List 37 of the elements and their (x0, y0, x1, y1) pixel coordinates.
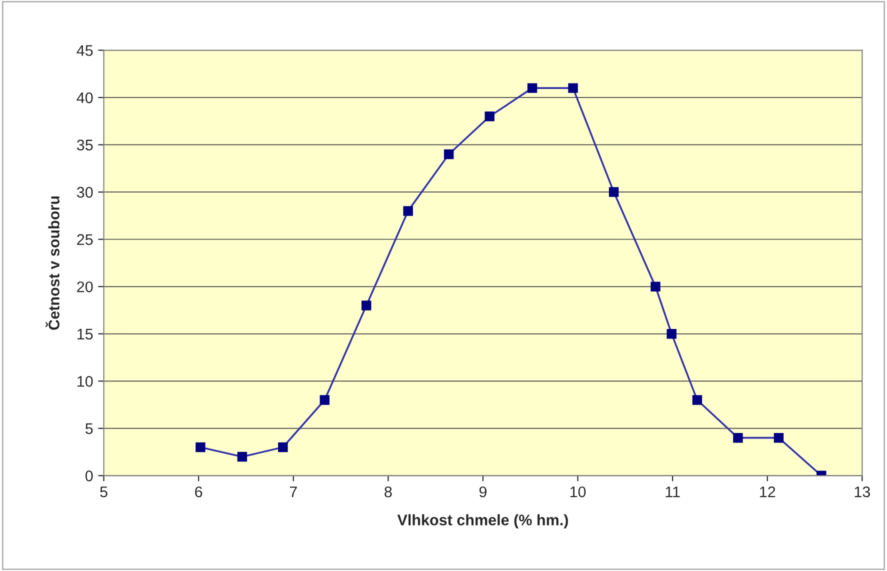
x-tick-label: 5 (100, 486, 108, 498)
y-tick-label: 20 (77, 281, 93, 292)
point (666, 328, 676, 339)
point (484, 112, 494, 122)
point (568, 83, 578, 93)
x-axis-title: Vlhkost chmele (% hm.) (397, 514, 568, 528)
x-tick-label: 7 (290, 486, 297, 498)
point (237, 452, 248, 462)
y-axis-title: Četnost v souboru (46, 196, 60, 330)
point (320, 395, 330, 405)
x-tick-label: 11 (666, 486, 680, 498)
point (608, 187, 619, 197)
point (527, 83, 538, 93)
y-tick-label: 15 (78, 328, 93, 340)
point (278, 442, 288, 452)
point (362, 300, 372, 310)
x-tick-label: 6 (195, 486, 202, 498)
y-tick-label: 5 (85, 423, 93, 434)
point (444, 149, 454, 160)
x-tick-label: 13 (854, 486, 870, 498)
y-tick-label: 35 (76, 140, 93, 150)
y-tick-label: 25 (77, 234, 93, 245)
point (403, 206, 413, 216)
point (733, 432, 743, 443)
y-tick-label: 45 (76, 45, 93, 56)
y-tick-label: 0 (85, 470, 93, 482)
x-tick-label: 12 (760, 486, 776, 498)
point (692, 395, 702, 405)
point (650, 282, 660, 292)
x-tick-label: 10 (570, 486, 586, 498)
x-tick-label: 9 (479, 486, 486, 498)
point (196, 442, 206, 452)
y-tick-label: 40 (76, 92, 93, 104)
point (774, 432, 784, 443)
y-tick-label: 30 (76, 186, 93, 198)
y-tick-label: 10 (78, 376, 93, 387)
x-tick-label: 8 (384, 486, 392, 498)
